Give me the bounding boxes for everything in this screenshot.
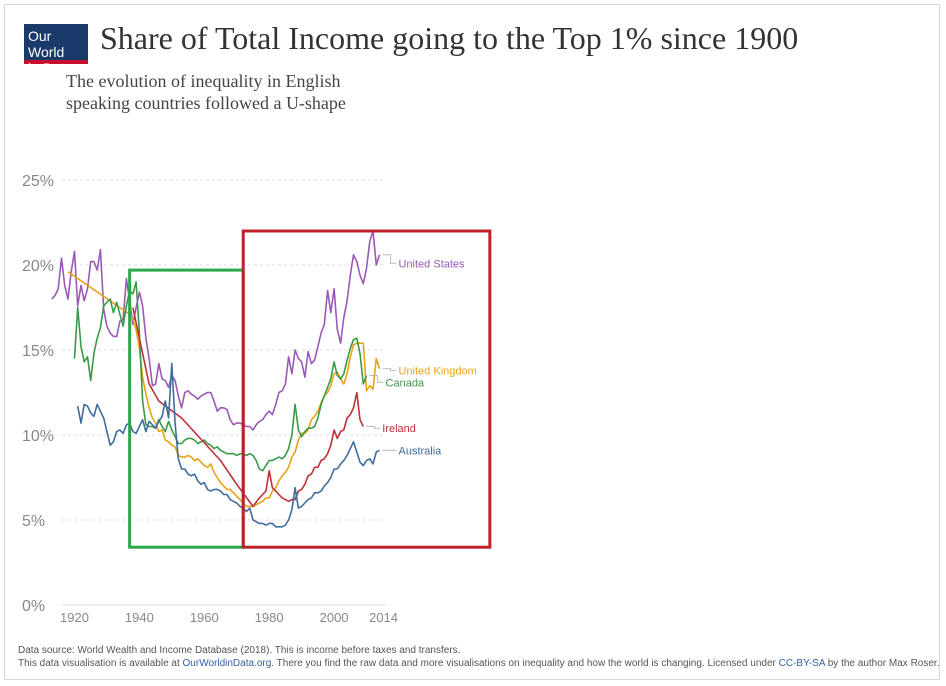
chart-title: Share of Total Income going to the Top 1… — [100, 20, 799, 56]
footer-text-b: . There you find the raw data and more v… — [271, 658, 779, 669]
footer-license-line: This data visualisation is available at … — [18, 657, 939, 670]
y-tick-label: 25% — [22, 173, 54, 190]
series-line-australia — [76, 362, 380, 528]
license-link[interactable]: CC-BY-SA — [778, 658, 825, 669]
chart-frame — [4, 4, 940, 680]
owid-link[interactable]: OurWorldinData.org — [182, 658, 272, 669]
grid-layer — [62, 179, 386, 606]
x-tick-label: 2014 — [369, 610, 398, 625]
y-tick-label: 20% — [22, 258, 54, 275]
y-tick-label: 15% — [22, 343, 54, 360]
x-tick-label: 1920 — [60, 610, 89, 625]
series-label: United Kingdom — [399, 365, 477, 377]
highlight-box-red — [241, 229, 492, 549]
y-tick-label: 0% — [22, 598, 45, 615]
x-tick-label: 1980 — [255, 610, 284, 625]
x-tick-label: 1940 — [125, 610, 154, 625]
footer-text-c: by the author Max Roser. — [824, 658, 940, 669]
series-label-connector — [382, 368, 397, 371]
y-tick-label: 10% — [22, 428, 54, 445]
series-line-canada — [73, 281, 368, 472]
x-tick-label: 1960 — [190, 610, 219, 625]
axis-tick-layer: 0% 5% 10% 15% 20% 25% 1920 1940 1960 1980 2000 2014 — [22, 173, 398, 625]
highlight-box-layer — [128, 229, 492, 549]
series-line-ireland — [132, 307, 365, 508]
series-label: Canada — [386, 377, 425, 389]
series-line-united-states — [51, 230, 381, 431]
chart-subtitle: The evolution of inequality in English s… — [66, 71, 346, 113]
logo-line1: Our World — [28, 28, 65, 60]
footer: Data source: World Wealth and Income Dat… — [18, 644, 939, 670]
footer-source: Data source: World Wealth and Income Dat… — [18, 645, 461, 656]
owid-logo[interactable]: Our World in Data — [24, 24, 88, 76]
y-tick-label: 5% — [22, 513, 45, 530]
x-tick-label: 2000 — [320, 610, 349, 625]
series-label-connector — [369, 375, 384, 383]
series-label: United States — [399, 258, 466, 270]
series-layer — [51, 230, 381, 528]
series-label-connector — [366, 426, 381, 429]
series-label-connector — [382, 254, 397, 264]
series-label: Ireland — [382, 423, 416, 435]
footer-text-a: This data visualisation is available at — [18, 658, 183, 669]
series-label: Australia — [399, 445, 443, 457]
logo-line2: in Data — [28, 60, 73, 76]
